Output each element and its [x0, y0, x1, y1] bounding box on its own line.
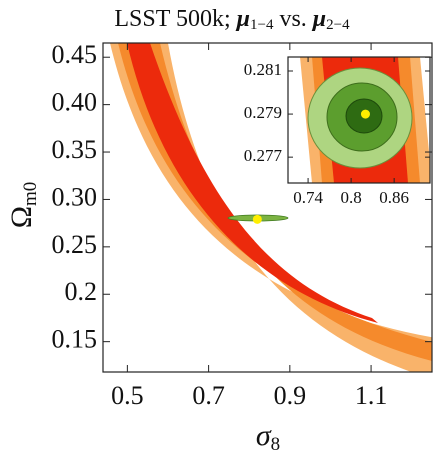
chart-title: LSST 500k; μ1−4 vs. μ2−4	[114, 6, 350, 34]
x-tick-label: 1.1	[355, 381, 388, 410]
label-part: m0	[20, 182, 41, 206]
y-tick-label: 0.15	[52, 325, 98, 354]
y-tick-label: 0.30	[52, 182, 98, 211]
x-tick-label: 0.8	[340, 188, 361, 207]
title-part: 1−4	[250, 17, 274, 33]
title-part: μ	[235, 6, 250, 32]
x-tick-label: 0.9	[274, 381, 307, 410]
label-part: σ	[256, 419, 272, 452]
label-part: 8	[271, 434, 281, 455]
x-tick-label: 0.7	[192, 381, 225, 410]
plot-frame	[102, 42, 433, 373]
label-part: Ω	[5, 206, 38, 228]
x-axis-label: σ8	[256, 419, 280, 455]
y-tick-label: 0.277	[244, 146, 283, 165]
title-part: 2−4	[326, 17, 350, 33]
y-tick-label: 0.45	[52, 40, 98, 69]
fiducial-point	[252, 214, 262, 224]
fiducial-point	[360, 109, 370, 119]
inset-contours	[300, 57, 430, 183]
y-axis-label: Ωm0	[5, 182, 41, 229]
y-tick-label: 0.279	[244, 103, 282, 122]
contour-inner	[127, 43, 378, 323]
y-tick-label: 0.25	[52, 230, 98, 259]
title-part: μ	[311, 6, 326, 32]
y-tick-label: 0.35	[52, 135, 98, 164]
plot-frame	[287, 56, 431, 184]
y-tick-label: 0.2	[65, 277, 98, 306]
x-tick-label: 0.86	[379, 188, 409, 207]
title-part: vs.	[273, 6, 312, 32]
title-part: LSST 500k;	[114, 6, 236, 32]
y-tick-label: 0.281	[244, 60, 282, 79]
x-tick-label: 0.5	[111, 381, 144, 410]
x-tick-label: 0.74	[293, 188, 323, 207]
y-tick-label: 0.40	[52, 88, 98, 117]
